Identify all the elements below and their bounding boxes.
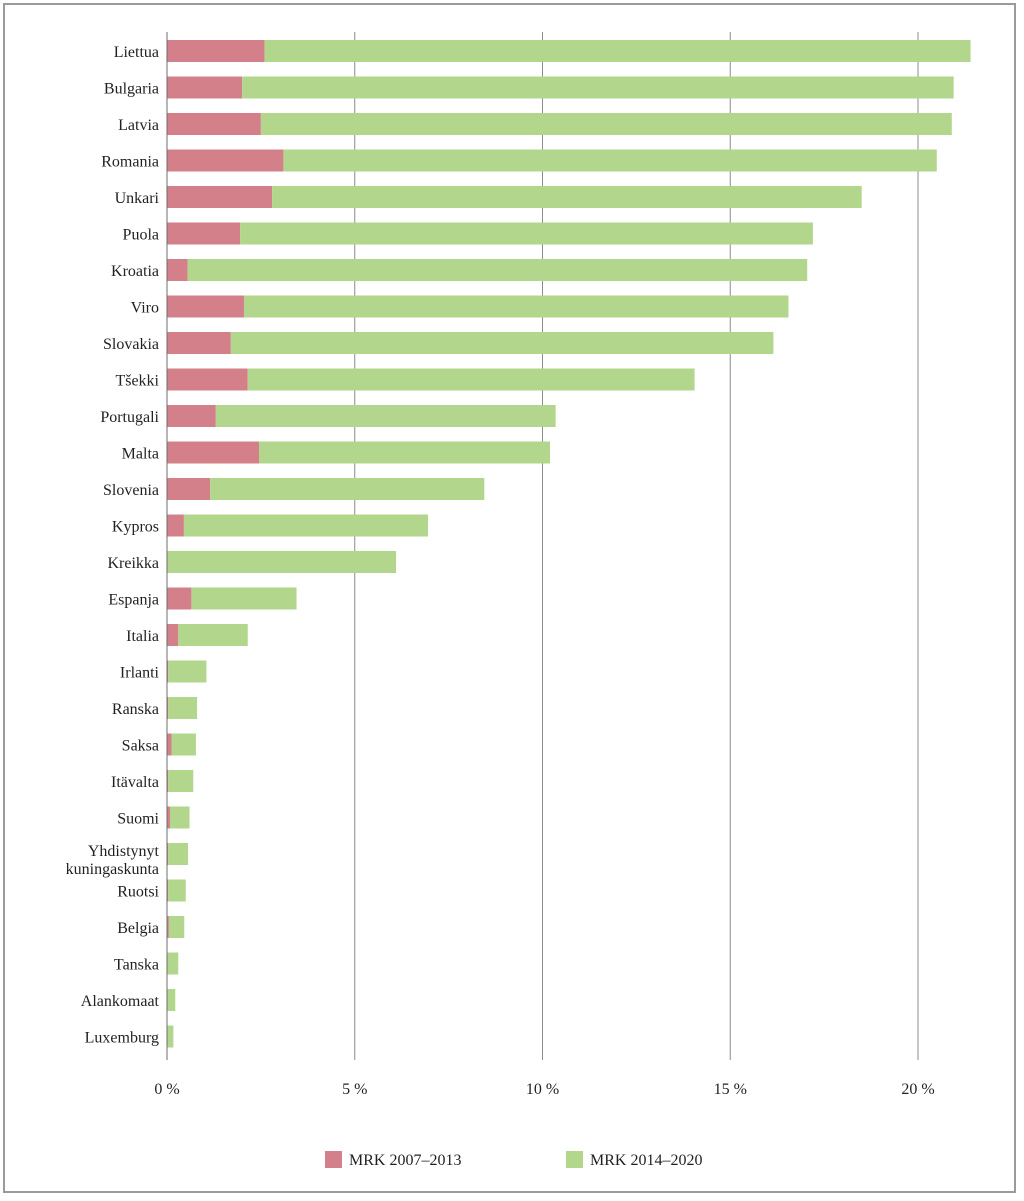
bar-mrk-2014-2020: [178, 624, 248, 646]
bar-mrk-2014-2020: [167, 551, 397, 573]
category-label: Ruotsi: [117, 884, 159, 901]
bar-mrk-2014-2020: [240, 222, 813, 245]
x-tick-label: 20 %: [901, 1081, 934, 1098]
category-label: Kroatia: [111, 263, 159, 280]
bar-mrk-2007-2013: [167, 441, 259, 464]
bar-mrk-2014-2020: [168, 843, 189, 865]
x-tick-label: 0 %: [154, 1081, 179, 1098]
category-label: Malta: [122, 446, 159, 463]
bar-mrk-2007-2013: [167, 770, 169, 792]
category-label: Tanska: [114, 957, 159, 974]
x-tick-label: 15 %: [714, 1081, 747, 1098]
category-label: Kypros: [112, 519, 159, 536]
bar-mrk-2007-2013: [167, 587, 192, 610]
bar-mrk-2014-2020: [283, 149, 937, 172]
category-label: Itävalta: [111, 774, 159, 791]
bar-mrk-2007-2013: [167, 879, 169, 902]
bar-mrk-2014-2020: [187, 259, 808, 281]
bar-mrk-2007-2013: [167, 514, 184, 537]
x-tick-label: 10 %: [526, 1081, 559, 1098]
x-tick-label: 5 %: [342, 1081, 367, 1098]
category-label: Slovakia: [103, 336, 159, 353]
category-label: Bulgaria: [104, 81, 159, 98]
bar-mrk-2007-2013: [167, 368, 248, 391]
bar-mrk-2014-2020: [247, 368, 695, 391]
bar-mrk-2007-2013: [167, 843, 169, 865]
bar-mrk-2007-2013: [167, 149, 284, 172]
bar-mrk-2007-2013: [167, 733, 172, 756]
bar-mrk-2007-2013: [167, 806, 171, 829]
bar-mrk-2014-2020: [168, 879, 186, 902]
category-label-line: Yhdistynyt: [88, 843, 160, 860]
legend-swatch: [325, 1151, 342, 1168]
bar-mrk-2014-2020: [168, 916, 185, 938]
bar-mrk-2014-2020: [168, 770, 194, 792]
bar-mrk-2014-2020: [168, 660, 207, 683]
bar-mrk-2014-2020: [243, 295, 789, 318]
bar-mrk-2014-2020: [242, 76, 954, 99]
bar-mrk-2007-2013: [167, 113, 261, 135]
category-label: Espanja: [108, 592, 159, 609]
category-label: Viro: [131, 300, 159, 317]
category-label: Romania: [101, 154, 159, 171]
x-tick-labels: 0 % 5 % 10 % 15 % 20 %: [154, 1081, 934, 1098]
bar-mrk-2014-2020: [167, 952, 179, 975]
bar-mrk-2014-2020: [230, 332, 774, 354]
bar-mrk-2007-2013: [167, 259, 188, 281]
bar-mrk-2014-2020: [264, 40, 971, 62]
category-label: Italia: [126, 628, 159, 645]
category-label: Irlanti: [120, 665, 160, 682]
bar-mrk-2007-2013: [167, 76, 243, 99]
category-label: Alankomaat: [81, 993, 160, 1010]
bar-mrk-2014-2020: [170, 806, 190, 829]
category-label: Luxemburg: [85, 1030, 159, 1047]
bar-mrk-2007-2013: [167, 40, 265, 62]
bar-mrk-2014-2020: [215, 405, 556, 427]
category-label: Yhdistynyt kuningaskunta: [66, 843, 160, 878]
bar-mrk-2014-2020: [167, 989, 176, 1011]
bar-mrk-2014-2020: [168, 697, 198, 719]
bar-mrk-2007-2013: [167, 624, 179, 646]
category-label: Ranska: [112, 701, 159, 718]
legend-label: MRK 2007–2013: [349, 1152, 461, 1169]
category-labels: Liettua Bulgaria Latvia Romania Unkari Puola K…: [66, 44, 160, 1047]
bars: [167, 40, 971, 1048]
category-label: Kreikka: [107, 555, 159, 572]
category-label-line: kuningaskunta: [66, 861, 159, 878]
bar-mrk-2014-2020: [183, 514, 428, 537]
legend: MRK 2007–2013 MRK 2014–2020: [325, 1151, 702, 1169]
category-label: Slovenia: [103, 482, 159, 499]
bar-mrk-2007-2013: [167, 332, 231, 354]
bar-mrk-2014-2020: [167, 1025, 174, 1048]
bar-mrk-2014-2020: [191, 587, 297, 610]
category-label: Latvia: [118, 117, 159, 134]
bar-mrk-2014-2020: [171, 733, 196, 756]
category-label: Liettua: [114, 44, 159, 61]
bar-mrk-2007-2013: [167, 222, 241, 245]
legend-swatch: [566, 1151, 583, 1168]
bar-mrk-2007-2013: [167, 405, 216, 427]
bar-mrk-2007-2013: [167, 295, 244, 318]
bar-mrk-2014-2020: [210, 478, 485, 500]
bar-mrk-2007-2013: [167, 916, 169, 938]
legend-label: MRK 2014–2020: [590, 1152, 702, 1169]
bar-mrk-2014-2020: [272, 186, 862, 208]
category-label: Tšekki: [115, 373, 159, 390]
category-label: Saksa: [122, 738, 159, 755]
category-label: Unkari: [115, 190, 160, 207]
category-label: Portugali: [100, 409, 159, 426]
bar-mrk-2007-2013: [167, 478, 211, 500]
bar-mrk-2007-2013: [167, 186, 273, 208]
bar-mrk-2014-2020: [258, 441, 551, 464]
bar-mrk-2007-2013: [167, 660, 169, 683]
category-label: Puola: [123, 227, 159, 244]
category-label: Suomi: [117, 811, 159, 828]
bar-mrk-2014-2020: [260, 113, 952, 135]
bar-mrk-2007-2013: [167, 697, 169, 719]
category-label: Belgia: [117, 920, 159, 937]
